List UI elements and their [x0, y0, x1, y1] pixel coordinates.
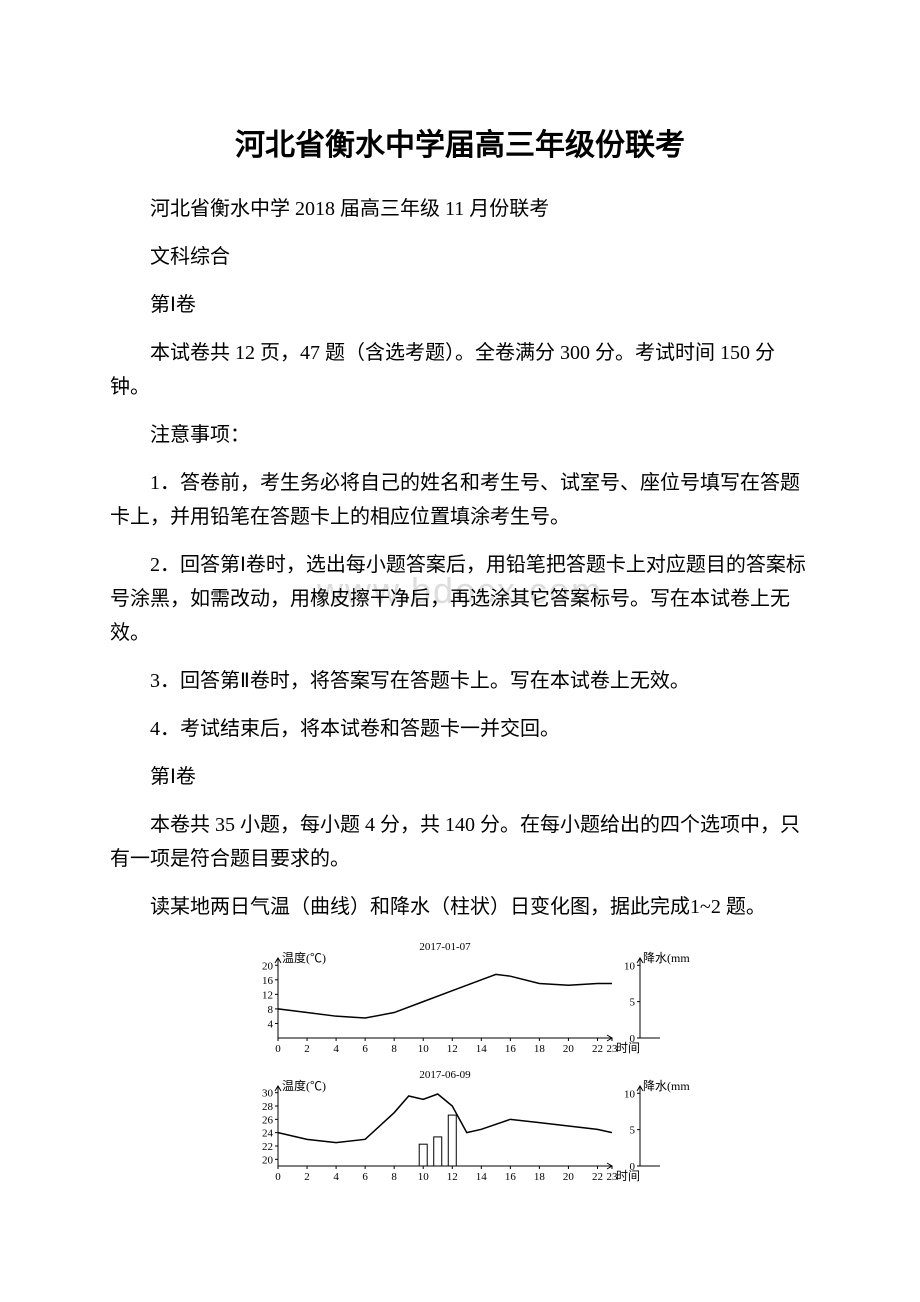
- section-desc: 本卷共 35 小题，每小题 4 分，共 140 分。在每小题给出的四个选项中，只…: [110, 808, 810, 876]
- svg-text:6: 6: [362, 1171, 368, 1183]
- svg-text:16: 16: [262, 975, 274, 987]
- svg-text:28: 28: [262, 1101, 274, 1113]
- svg-text:10: 10: [418, 1043, 430, 1055]
- svg-text:8: 8: [268, 1004, 274, 1016]
- svg-text:时间: 时间: [616, 1041, 640, 1055]
- svg-text:4: 4: [333, 1171, 339, 1183]
- svg-text:16: 16: [505, 1043, 517, 1055]
- svg-text:14: 14: [476, 1171, 488, 1183]
- svg-text:16: 16: [505, 1171, 517, 1183]
- svg-text:0: 0: [630, 1033, 636, 1045]
- svg-text:12: 12: [447, 1171, 458, 1183]
- svg-text:12: 12: [262, 989, 273, 1001]
- svg-text:0: 0: [630, 1161, 636, 1173]
- svg-text:18: 18: [534, 1043, 546, 1055]
- svg-text:5: 5: [630, 997, 636, 1009]
- svg-text:2017-06-09: 2017-06-09: [419, 1069, 471, 1081]
- svg-text:20: 20: [262, 1154, 274, 1166]
- notice-1: 1．答卷前，考生务必将自己的姓名和考生号、试室号、座位号填写在答题卡上，并用铅笔…: [110, 466, 810, 534]
- svg-text:6: 6: [362, 1043, 368, 1055]
- svg-text:30: 30: [262, 1088, 274, 1100]
- svg-text:2: 2: [304, 1043, 310, 1055]
- overview: 本试卷共 12 页，47 题（含选考题）。全卷满分 300 分。考试时间 150…: [110, 336, 810, 404]
- notice-2: 2．回答第Ⅰ卷时，选出每小题答案后，用铅笔把答题卡上对应题目的答案标号涂黑，如需…: [110, 548, 810, 650]
- section-label: 第Ⅰ卷: [110, 288, 810, 322]
- svg-text:0: 0: [275, 1171, 281, 1183]
- question-intro: 读某地两日气温（曲线）和降水（柱状）日变化图，据此完成1~2 题。: [110, 890, 810, 924]
- page-title: 河北省衡水中学届高三年级份联考: [110, 120, 810, 164]
- svg-text:时间: 时间: [616, 1169, 640, 1183]
- notice-3: 3．回答第Ⅱ卷时，将答案写在答题卡上。写在本试卷上无效。: [110, 664, 810, 698]
- chart-1: 2017-01-07 4 8 12 16 20 温度(℃) 0 2 4 6 8 10 12 14 16 18 20…: [230, 938, 690, 1058]
- svg-text:10: 10: [624, 960, 636, 972]
- svg-text:降水(mm): 降水(mm): [643, 951, 690, 965]
- svg-text:温度(℃): 温度(℃): [282, 1078, 326, 1093]
- charts-container: 2017-01-0748121620温度(℃)02468101214161820…: [230, 938, 690, 1186]
- svg-text:24: 24: [262, 1128, 274, 1140]
- svg-text:20: 20: [262, 960, 274, 972]
- svg-text:2017-01-07: 2017-01-07: [419, 941, 471, 953]
- svg-text:2: 2: [304, 1171, 310, 1183]
- svg-text:22: 22: [592, 1171, 603, 1183]
- svg-text:22: 22: [592, 1043, 603, 1055]
- svg-text:5: 5: [630, 1125, 636, 1137]
- svg-text:10: 10: [624, 1088, 636, 1100]
- svg-text:14: 14: [476, 1043, 488, 1055]
- chart-2-svg: 2017-06-09202224262830温度(℃)0246810121416…: [230, 1066, 690, 1186]
- svg-text:0: 0: [275, 1043, 281, 1055]
- chart-2: 2017-06-09202224262830温度(℃)0246810121416…: [230, 1066, 690, 1186]
- subtitle: 河北省衡水中学 2018 届高三年级 11 月份联考: [110, 192, 810, 226]
- svg-text:20: 20: [563, 1171, 575, 1183]
- svg-text:10: 10: [418, 1171, 430, 1183]
- svg-text:26: 26: [262, 1114, 274, 1126]
- subject-line: 文科综合: [110, 240, 810, 274]
- svg-text:8: 8: [391, 1043, 397, 1055]
- svg-text:22: 22: [262, 1141, 273, 1153]
- svg-text:4: 4: [333, 1043, 339, 1055]
- svg-text:20: 20: [563, 1043, 575, 1055]
- notice-heading: 注意事项：: [110, 418, 810, 452]
- document-body: 河北省衡水中学届高三年级份联考 河北省衡水中学 2018 届高三年级 11 月份…: [110, 120, 810, 1186]
- notice-4: 4．考试结束后，将本试卷和答题卡一并交回。: [110, 712, 810, 746]
- svg-text:温度(℃): 温度(℃): [282, 950, 326, 965]
- svg-text:18: 18: [534, 1171, 546, 1183]
- svg-text:8: 8: [391, 1171, 397, 1183]
- chart-1-svg: 2017-01-07 4 8 12 16 20 温度(℃) 0 2 4 6 8 10 12 14 16 18 20…: [230, 938, 690, 1058]
- svg-text:12: 12: [447, 1043, 458, 1055]
- svg-text:4: 4: [268, 1018, 274, 1030]
- section-label-2: 第Ⅰ卷: [110, 760, 810, 794]
- svg-text:降水(mm): 降水(mm): [643, 1079, 690, 1093]
